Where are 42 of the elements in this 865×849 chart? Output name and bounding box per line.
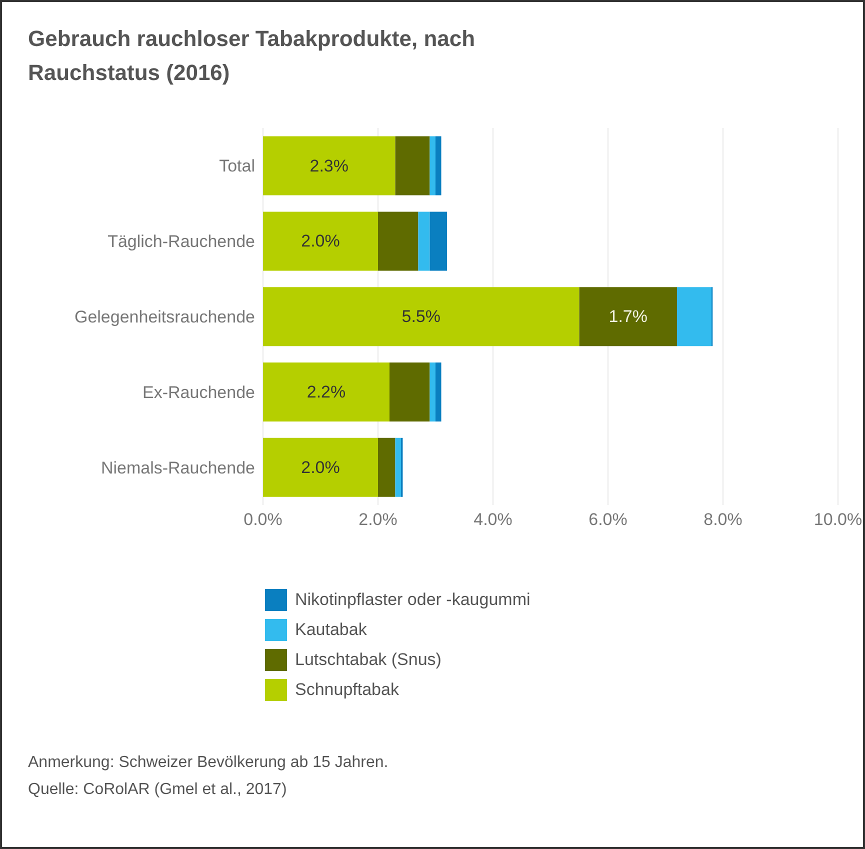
source-note: Quelle: CoRolAR (Gmel et al., 2017)	[28, 780, 288, 800]
x-tick-label: 0.0%	[244, 510, 282, 530]
legend-label: Nikotinpflaster oder -kaugummi	[295, 590, 530, 610]
x-tick-label: 8.0%	[704, 510, 742, 530]
bar	[263, 287, 580, 346]
bar	[263, 212, 378, 271]
y-tick-label: Total	[219, 156, 255, 176]
y-tick-label: Täglich-Rauchende	[108, 232, 255, 252]
bar	[378, 212, 418, 271]
bar	[430, 212, 447, 271]
bar	[430, 362, 436, 422]
legend-label: Schnupftabak	[295, 680, 399, 700]
bar	[390, 362, 430, 422]
bar	[263, 362, 390, 422]
bar	[418, 212, 430, 271]
data-label: 2.0%	[301, 458, 340, 477]
bar	[395, 136, 430, 196]
bar	[579, 287, 677, 346]
bar	[378, 438, 396, 497]
x-tick-label: 6.0%	[588, 510, 628, 530]
legend-label: Kautabak	[295, 620, 367, 640]
x-tick-label: 2.0%	[358, 510, 398, 530]
bar	[436, 362, 442, 422]
y-tick-label: Gelegenheitsrauchende	[74, 308, 255, 327]
x-tick-label: 10.0%	[814, 510, 862, 530]
legend-label: Lutschtabak (Snus)	[295, 650, 442, 670]
data-label: 2.3%	[310, 156, 348, 176]
bar	[436, 136, 442, 196]
x-tick-label: 4.0%	[474, 510, 512, 530]
chart-title: Gebrauch rauchloser Tabakprodukte, nach Rauchstatus (2016)	[28, 25, 476, 87]
bar	[430, 136, 436, 196]
y-tick-label: Ex-Rauchende	[142, 382, 255, 402]
data-label: 2.0%	[301, 232, 340, 251]
bar	[263, 438, 378, 497]
y-tick-label: Niemals-Rauchende	[100, 458, 255, 478]
bar	[263, 136, 396, 196]
text: Anmerkung: Schweizer Bevölkerung ab 15 Jahren.	[28, 753, 388, 773]
bar	[677, 287, 712, 346]
bar	[395, 438, 401, 497]
data-label: 5.5%	[402, 307, 440, 326]
data-label: 2.2%	[306, 382, 346, 402]
data-label: 1.7%	[608, 307, 648, 326]
